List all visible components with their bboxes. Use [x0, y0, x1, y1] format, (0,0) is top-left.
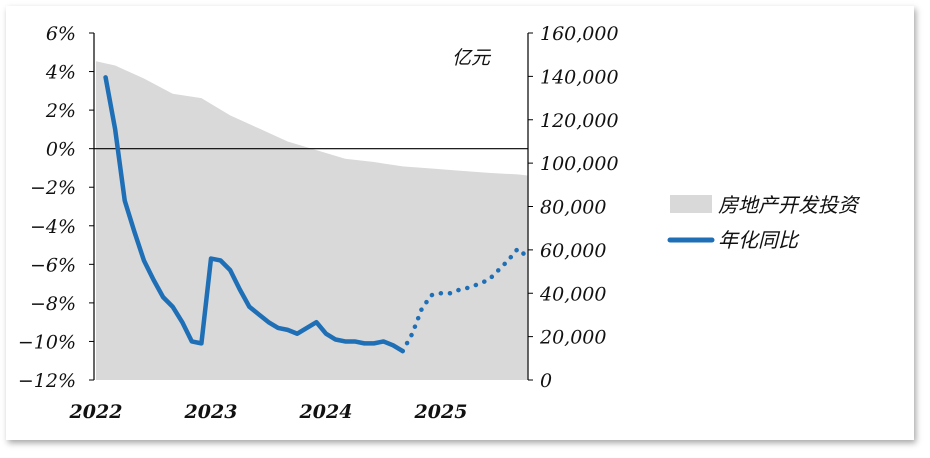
- right-tick-label: 100,000: [540, 153, 619, 175]
- left-tick-label: −8%: [30, 293, 76, 315]
- legend-label: 年化同比: [718, 228, 800, 252]
- x-axis-ticks: 2022 2023 2024 2025: [69, 401, 468, 423]
- x-tick-label: 2022: [69, 401, 123, 423]
- left-tick-label: −4%: [30, 216, 76, 238]
- left-tick-label: 0%: [46, 139, 76, 161]
- right-tick-label: 20,000: [539, 327, 606, 349]
- line-layer: [103, 75, 530, 354]
- line-yoy-actual: [103, 75, 405, 354]
- left-tick-label: 2%: [45, 100, 76, 122]
- right-tick-label: 140,000: [540, 66, 619, 88]
- legend-item-yoy: 年化同比: [667, 228, 800, 252]
- right-tick-label: 120,000: [540, 110, 619, 132]
- area-layer: [96, 61, 528, 380]
- legend-label: 房地产开发投资: [718, 193, 861, 217]
- left-tick-label: −10%: [18, 331, 76, 353]
- left-tick-label: 4%: [45, 62, 76, 84]
- area-investment: [96, 61, 528, 380]
- left-tick-label: 6%: [46, 23, 76, 45]
- right-axis-unit-label: 亿元: [452, 47, 492, 69]
- x-tick-label: 2023: [184, 401, 238, 423]
- chart-svg: 6% 4% 2% 0% −2% −4% −6% −8% −10% −12% 160,000 140,…: [18, 23, 861, 423]
- x-tick-label: 2025: [414, 401, 468, 423]
- left-tick-label: −12%: [18, 370, 76, 392]
- left-axis-ticks: 6% 4% 2% 0% −2% −4% −6% −8% −10% −12%: [18, 23, 94, 392]
- right-tick-label: 80,000: [540, 197, 606, 219]
- x-tick-label: 2024: [299, 401, 353, 423]
- chart-frame: 6% 4% 2% 0% −2% −4% −6% −8% −10% −12% 160,000 140,…: [6, 6, 914, 440]
- left-tick-label: −2%: [30, 177, 76, 199]
- right-tick-label: 0: [540, 370, 552, 392]
- left-tick-label: −6%: [30, 254, 76, 276]
- legend-swatch-area: [670, 195, 712, 213]
- right-tick-label: 160,000: [540, 23, 619, 45]
- right-axis-ticks: 160,000 140,000 120,000 100,000 80,000 60,000…: [528, 23, 619, 392]
- legend-item-investment: 房地产开发投资: [670, 193, 861, 217]
- right-tick-label: 40,000: [539, 283, 606, 305]
- right-tick-label: 60,000: [540, 240, 606, 262]
